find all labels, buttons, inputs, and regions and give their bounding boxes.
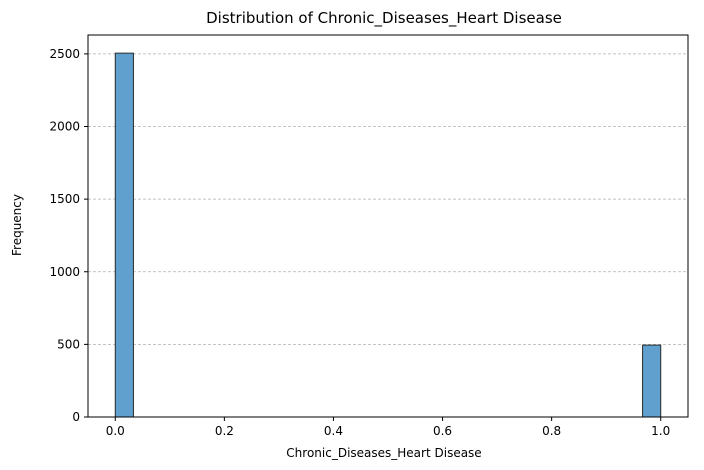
y-tick-label: 500 — [57, 337, 80, 351]
y-tick-label: 2000 — [49, 120, 80, 134]
x-tick-label: 0.0 — [106, 424, 125, 438]
x-tick-label: 1.0 — [651, 424, 670, 438]
y-tick-label: 0 — [72, 410, 80, 424]
y-tick-label: 1500 — [49, 192, 80, 206]
x-tick-label: 0.2 — [215, 424, 234, 438]
y-axis-ticks: 0 500 1000 1500 2000 2500 — [49, 47, 88, 424]
y-grid — [88, 53, 688, 345]
x-tick-label: 0.6 — [433, 424, 452, 438]
chart-title: Distribution of Chronic_Diseases_Heart D… — [206, 9, 562, 28]
x-tick-label: 0.8 — [542, 424, 561, 438]
bars — [114, 52, 662, 418]
y-tick-label: 2500 — [49, 47, 80, 61]
x-axis-label: Chronic_Diseases_Heart Disease — [286, 446, 481, 460]
y-axis-label: Frequency — [10, 194, 24, 256]
histogram-bar — [114, 52, 134, 418]
x-axis-ticks: 0.0 0.2 0.4 0.6 0.8 1.0 — [106, 417, 670, 438]
y-tick-label: 1000 — [49, 265, 80, 279]
histogram-bar — [642, 344, 662, 418]
plot-frame — [87, 34, 689, 418]
x-tick-label: 0.4 — [324, 424, 343, 438]
